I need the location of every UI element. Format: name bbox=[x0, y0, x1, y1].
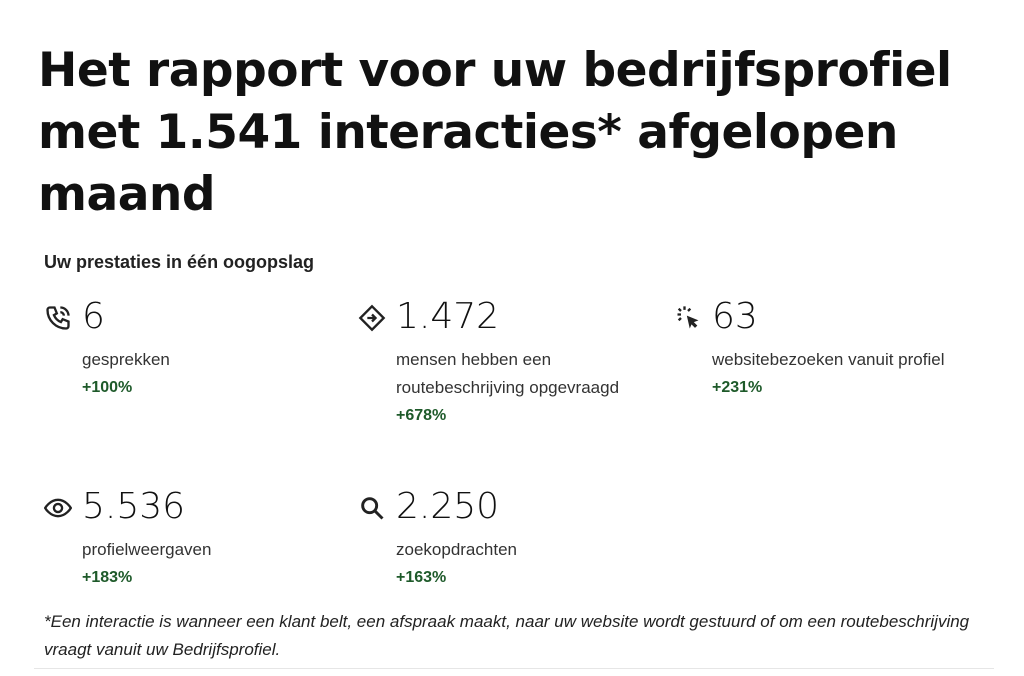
eye-icon bbox=[44, 498, 72, 518]
phone-icon bbox=[46, 306, 70, 330]
page-title: Het rapport voor uw bedrijfsprofiel met … bbox=[38, 43, 952, 222]
directions-icon bbox=[358, 304, 386, 332]
stat-change: +100% bbox=[82, 379, 133, 396]
search-icon bbox=[361, 497, 384, 520]
stat-value: 2.250 bbox=[396, 486, 500, 527]
click-icon bbox=[677, 306, 699, 329]
stat-change: +678% bbox=[396, 407, 447, 424]
stat-value: 5.536 bbox=[82, 486, 186, 527]
stat-value: 1.472 bbox=[396, 296, 500, 337]
stat-label: websitebezoeken vanuit profiel bbox=[712, 350, 945, 369]
stat-change: +163% bbox=[396, 569, 447, 586]
divider bbox=[34, 668, 994, 669]
footnote: *Een interactie is wanneer een klant bel… bbox=[44, 612, 970, 659]
stat-value: 6 bbox=[82, 296, 105, 337]
stat-label: zoekopdrachten bbox=[396, 540, 517, 559]
stat-change: +183% bbox=[82, 569, 133, 586]
stat-value: 63 bbox=[712, 296, 758, 337]
stat-label: profielweergaven bbox=[82, 540, 212, 559]
section-subtitle: Uw prestaties in één oogopslag bbox=[44, 252, 315, 272]
stat-change: +231% bbox=[712, 379, 763, 396]
stat-label: mensen hebben een routebeschrijving opge… bbox=[396, 350, 620, 397]
stat-label: gesprekken bbox=[82, 350, 170, 369]
